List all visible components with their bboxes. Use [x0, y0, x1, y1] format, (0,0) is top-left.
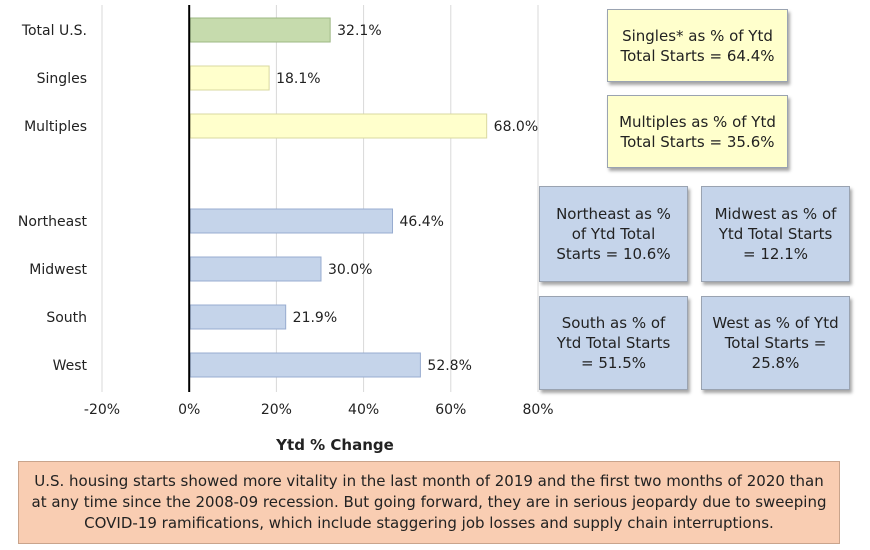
midwest-share-box: Midwest as % of Ytd Total Starts = 12.1% [701, 186, 850, 282]
category-label-south: South [46, 310, 87, 326]
bar-singles [189, 65, 270, 91]
labels: Total U.S. 32.1% Singles 18.1% Multiples 68.0… [18, 23, 538, 374]
x-axis: -20% 0% 20% 40% 60% 80% [84, 5, 554, 418]
multiples-share-box: Multiples as % of Ytd Total Starts = 35.… [607, 95, 788, 168]
data-label-west: 52.8% [427, 358, 471, 374]
x-axis-title: Ytd % Change [275, 436, 394, 454]
gridlines [101, 5, 539, 392]
data-label-singles: 18.1% [276, 71, 320, 87]
bar-south [189, 304, 287, 330]
data-label-multiples: 68.0% [494, 119, 538, 135]
south-share-box: South as % of Ytd Total Starts = 51.5% [539, 296, 688, 390]
data-label-northeast: 46.4% [400, 214, 444, 230]
bar-multiples [189, 113, 488, 139]
bar-total-u-s [189, 17, 331, 43]
bar-northeast [189, 208, 394, 234]
category-label-multiples: Multiples [24, 119, 87, 135]
x-tick-label: 60% [435, 402, 466, 418]
northeast-share-box: Northeast as % of Ytd Total Starts = 10.… [539, 186, 688, 282]
data-label-south: 21.9% [293, 310, 337, 326]
category-label-northeast: Northeast [18, 214, 88, 230]
category-label-midwest: Midwest [29, 262, 87, 278]
bars [189, 17, 488, 378]
x-tick-label: -20% [84, 402, 120, 418]
bar-west [189, 352, 421, 378]
caption-box: U.S. housing starts showed more vitality… [18, 461, 840, 544]
category-label-total-u-s: Total U.S. [21, 23, 87, 39]
x-tick-label: 80% [522, 402, 553, 418]
data-label-total-u-s: 32.1% [337, 23, 381, 39]
category-label-singles: Singles [37, 71, 87, 87]
x-tick-label: 20% [261, 402, 292, 418]
singles-share-box: Singles* as % of Ytd Total Starts = 64.4… [607, 9, 788, 82]
bar-midwest [189, 256, 322, 282]
west-share-box: West as % of Ytd Total Starts = 25.8% [701, 296, 850, 390]
x-tick-label: 0% [178, 402, 200, 418]
category-label-west: West [53, 358, 88, 374]
x-tick-label: 40% [348, 402, 379, 418]
bar-chart: -20% 0% 20% 40% 60% 80% Total U.S. 32.1% Single… [18, 5, 554, 454]
data-label-midwest: 30.0% [328, 262, 372, 278]
